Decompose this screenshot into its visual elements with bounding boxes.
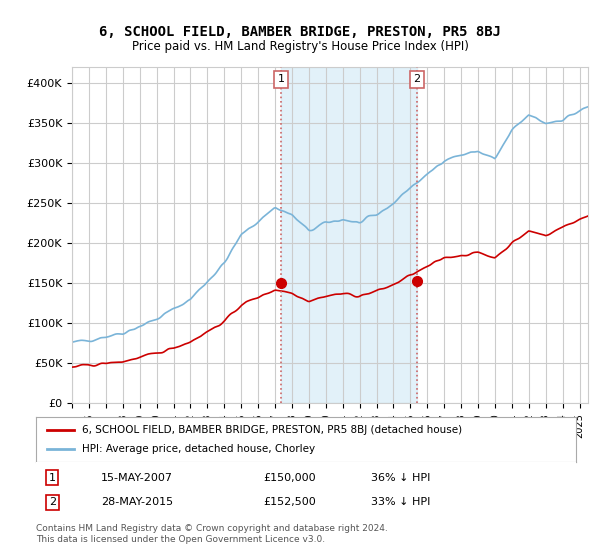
- Text: 15-MAY-2007: 15-MAY-2007: [101, 473, 173, 483]
- Text: Contains HM Land Registry data © Crown copyright and database right 2024.: Contains HM Land Registry data © Crown c…: [36, 524, 388, 533]
- Text: 36% ↓ HPI: 36% ↓ HPI: [371, 473, 430, 483]
- Text: 1: 1: [49, 473, 56, 483]
- Text: 2: 2: [413, 74, 421, 84]
- Bar: [281, 67, 417, 403]
- Text: 6, SCHOOL FIELD, BAMBER BRIDGE, PRESTON, PR5 8BJ: 6, SCHOOL FIELD, BAMBER BRIDGE, PRESTON,…: [99, 25, 501, 39]
- Text: 28-MAY-2015: 28-MAY-2015: [101, 497, 173, 507]
- Text: £150,000: £150,000: [263, 473, 316, 483]
- Text: 33% ↓ HPI: 33% ↓ HPI: [371, 497, 430, 507]
- Text: 2: 2: [49, 497, 56, 507]
- Text: Price paid vs. HM Land Registry's House Price Index (HPI): Price paid vs. HM Land Registry's House …: [131, 40, 469, 53]
- Text: HPI: Average price, detached house, Chorley: HPI: Average price, detached house, Chor…: [82, 445, 315, 455]
- Text: This data is licensed under the Open Government Licence v3.0.: This data is licensed under the Open Gov…: [36, 535, 325, 544]
- Text: 6, SCHOOL FIELD, BAMBER BRIDGE, PRESTON, PR5 8BJ (detached house): 6, SCHOOL FIELD, BAMBER BRIDGE, PRESTON,…: [82, 424, 462, 435]
- Text: 1: 1: [278, 74, 285, 84]
- Text: £152,500: £152,500: [263, 497, 316, 507]
